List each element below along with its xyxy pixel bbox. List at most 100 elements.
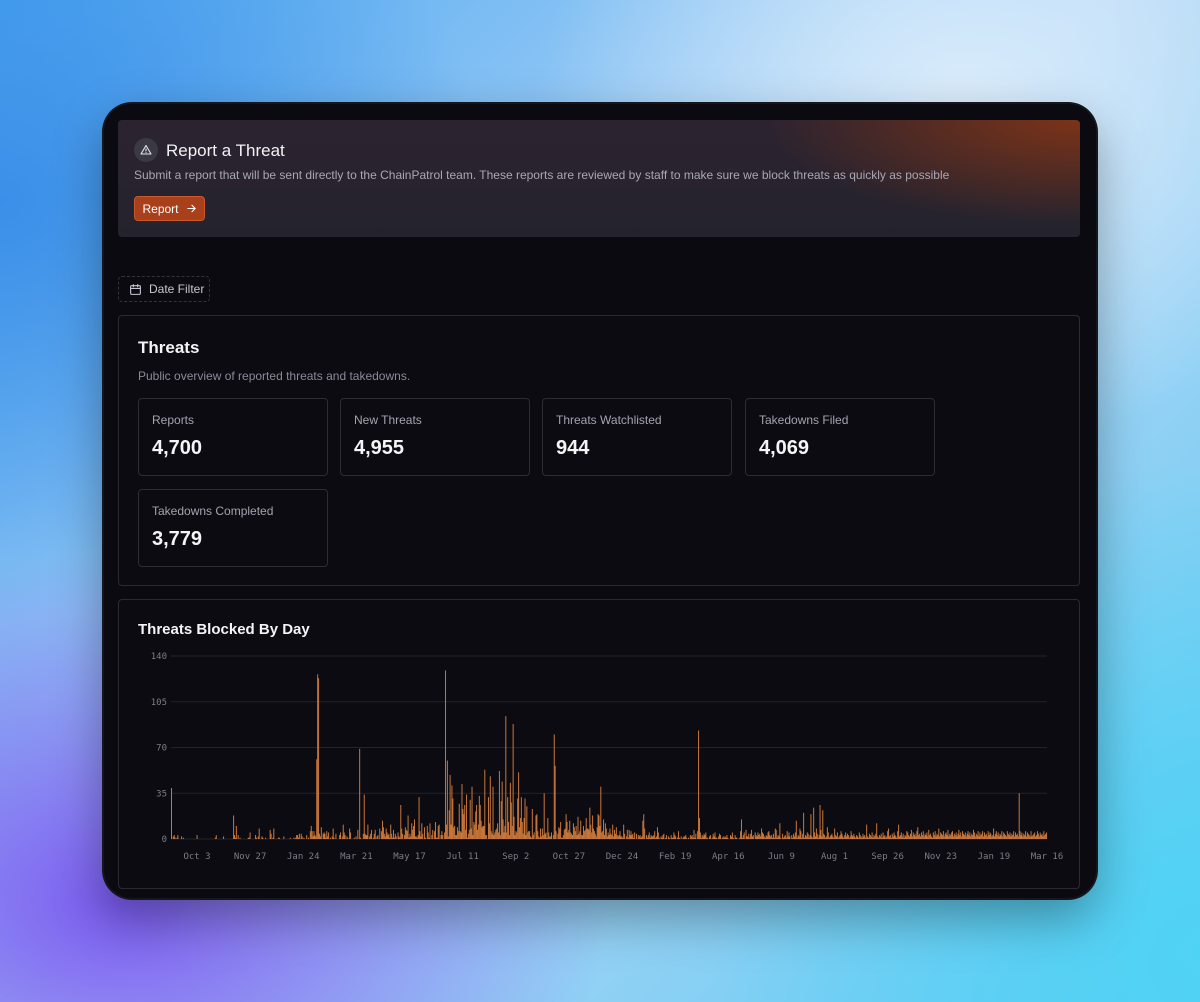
bar <box>913 835 915 839</box>
bar <box>176 837 178 839</box>
bar <box>867 836 869 839</box>
bar <box>869 835 871 839</box>
bar <box>657 832 659 839</box>
bar <box>755 835 757 839</box>
bar <box>172 836 174 839</box>
bar <box>680 836 682 839</box>
bar <box>908 835 910 839</box>
bar <box>1021 832 1023 839</box>
bar <box>762 832 763 839</box>
bar <box>800 831 802 839</box>
bar <box>510 802 512 839</box>
bar <box>562 835 564 839</box>
bar <box>424 827 426 839</box>
bar <box>858 832 860 839</box>
bar <box>456 827 458 839</box>
bar <box>1031 836 1033 839</box>
bar <box>428 837 430 839</box>
x-tick-label: Sep 26 <box>871 852 904 862</box>
bar <box>768 831 770 839</box>
bar <box>880 833 882 839</box>
bar <box>784 835 786 839</box>
bar <box>526 806 528 839</box>
bar <box>745 829 747 839</box>
bar <box>508 835 510 839</box>
bar <box>936 833 938 839</box>
bar <box>508 822 510 839</box>
bar <box>647 835 649 839</box>
bar <box>909 833 911 839</box>
bar <box>900 832 902 839</box>
bar <box>1002 836 1004 839</box>
bar <box>399 837 401 839</box>
bar <box>316 759 318 839</box>
bar <box>1017 836 1019 839</box>
bar <box>739 837 741 839</box>
bar <box>413 819 415 839</box>
bar <box>622 837 624 839</box>
bar <box>491 833 493 839</box>
bar <box>319 836 321 839</box>
bar <box>174 837 176 839</box>
bar <box>448 810 450 839</box>
bar <box>382 820 384 839</box>
bar <box>809 835 811 839</box>
bar <box>424 837 426 839</box>
bar <box>568 829 570 839</box>
bar <box>474 824 476 839</box>
bar <box>342 824 344 839</box>
bar <box>346 836 348 839</box>
bar <box>899 836 901 839</box>
bar <box>876 823 878 839</box>
bar <box>504 825 506 839</box>
bar <box>335 833 337 839</box>
bar <box>545 832 547 839</box>
bar <box>549 836 551 839</box>
bar <box>802 833 804 839</box>
bar <box>283 836 285 839</box>
bar <box>574 831 576 839</box>
bar <box>941 833 943 839</box>
bar <box>903 837 905 839</box>
bar <box>392 837 394 839</box>
bar <box>366 835 368 839</box>
bar <box>326 831 328 839</box>
bar <box>547 818 549 839</box>
bar <box>618 835 620 839</box>
bar <box>981 833 983 839</box>
bar <box>895 836 897 839</box>
bar <box>432 829 434 839</box>
bar <box>386 832 388 839</box>
bar <box>685 835 687 839</box>
bar <box>235 825 237 839</box>
bar <box>306 835 308 839</box>
bar <box>653 835 655 839</box>
date-filter-button[interactable]: Date Filter <box>118 276 210 302</box>
bar <box>329 837 331 839</box>
bar <box>1026 832 1028 839</box>
bar <box>1004 835 1006 839</box>
bar <box>558 827 560 839</box>
bar <box>668 837 670 839</box>
bar <box>850 831 852 839</box>
bar <box>327 836 329 839</box>
bar <box>1034 832 1036 839</box>
bar <box>467 833 469 839</box>
bar <box>975 833 977 839</box>
threats-panel: Threats Public overview of reported thre… <box>118 315 1080 586</box>
bar <box>1032 835 1034 839</box>
bar <box>723 837 725 839</box>
bar <box>716 837 718 839</box>
report-button[interactable]: Report <box>134 196 205 221</box>
bar <box>379 828 381 839</box>
bar <box>853 833 855 839</box>
bar <box>786 831 788 839</box>
bar <box>633 837 635 839</box>
bar <box>901 836 903 839</box>
bar <box>628 829 630 839</box>
bar <box>701 835 703 839</box>
bar <box>874 836 876 839</box>
bar <box>964 832 966 839</box>
bar <box>870 836 872 839</box>
bar <box>1022 836 1024 839</box>
